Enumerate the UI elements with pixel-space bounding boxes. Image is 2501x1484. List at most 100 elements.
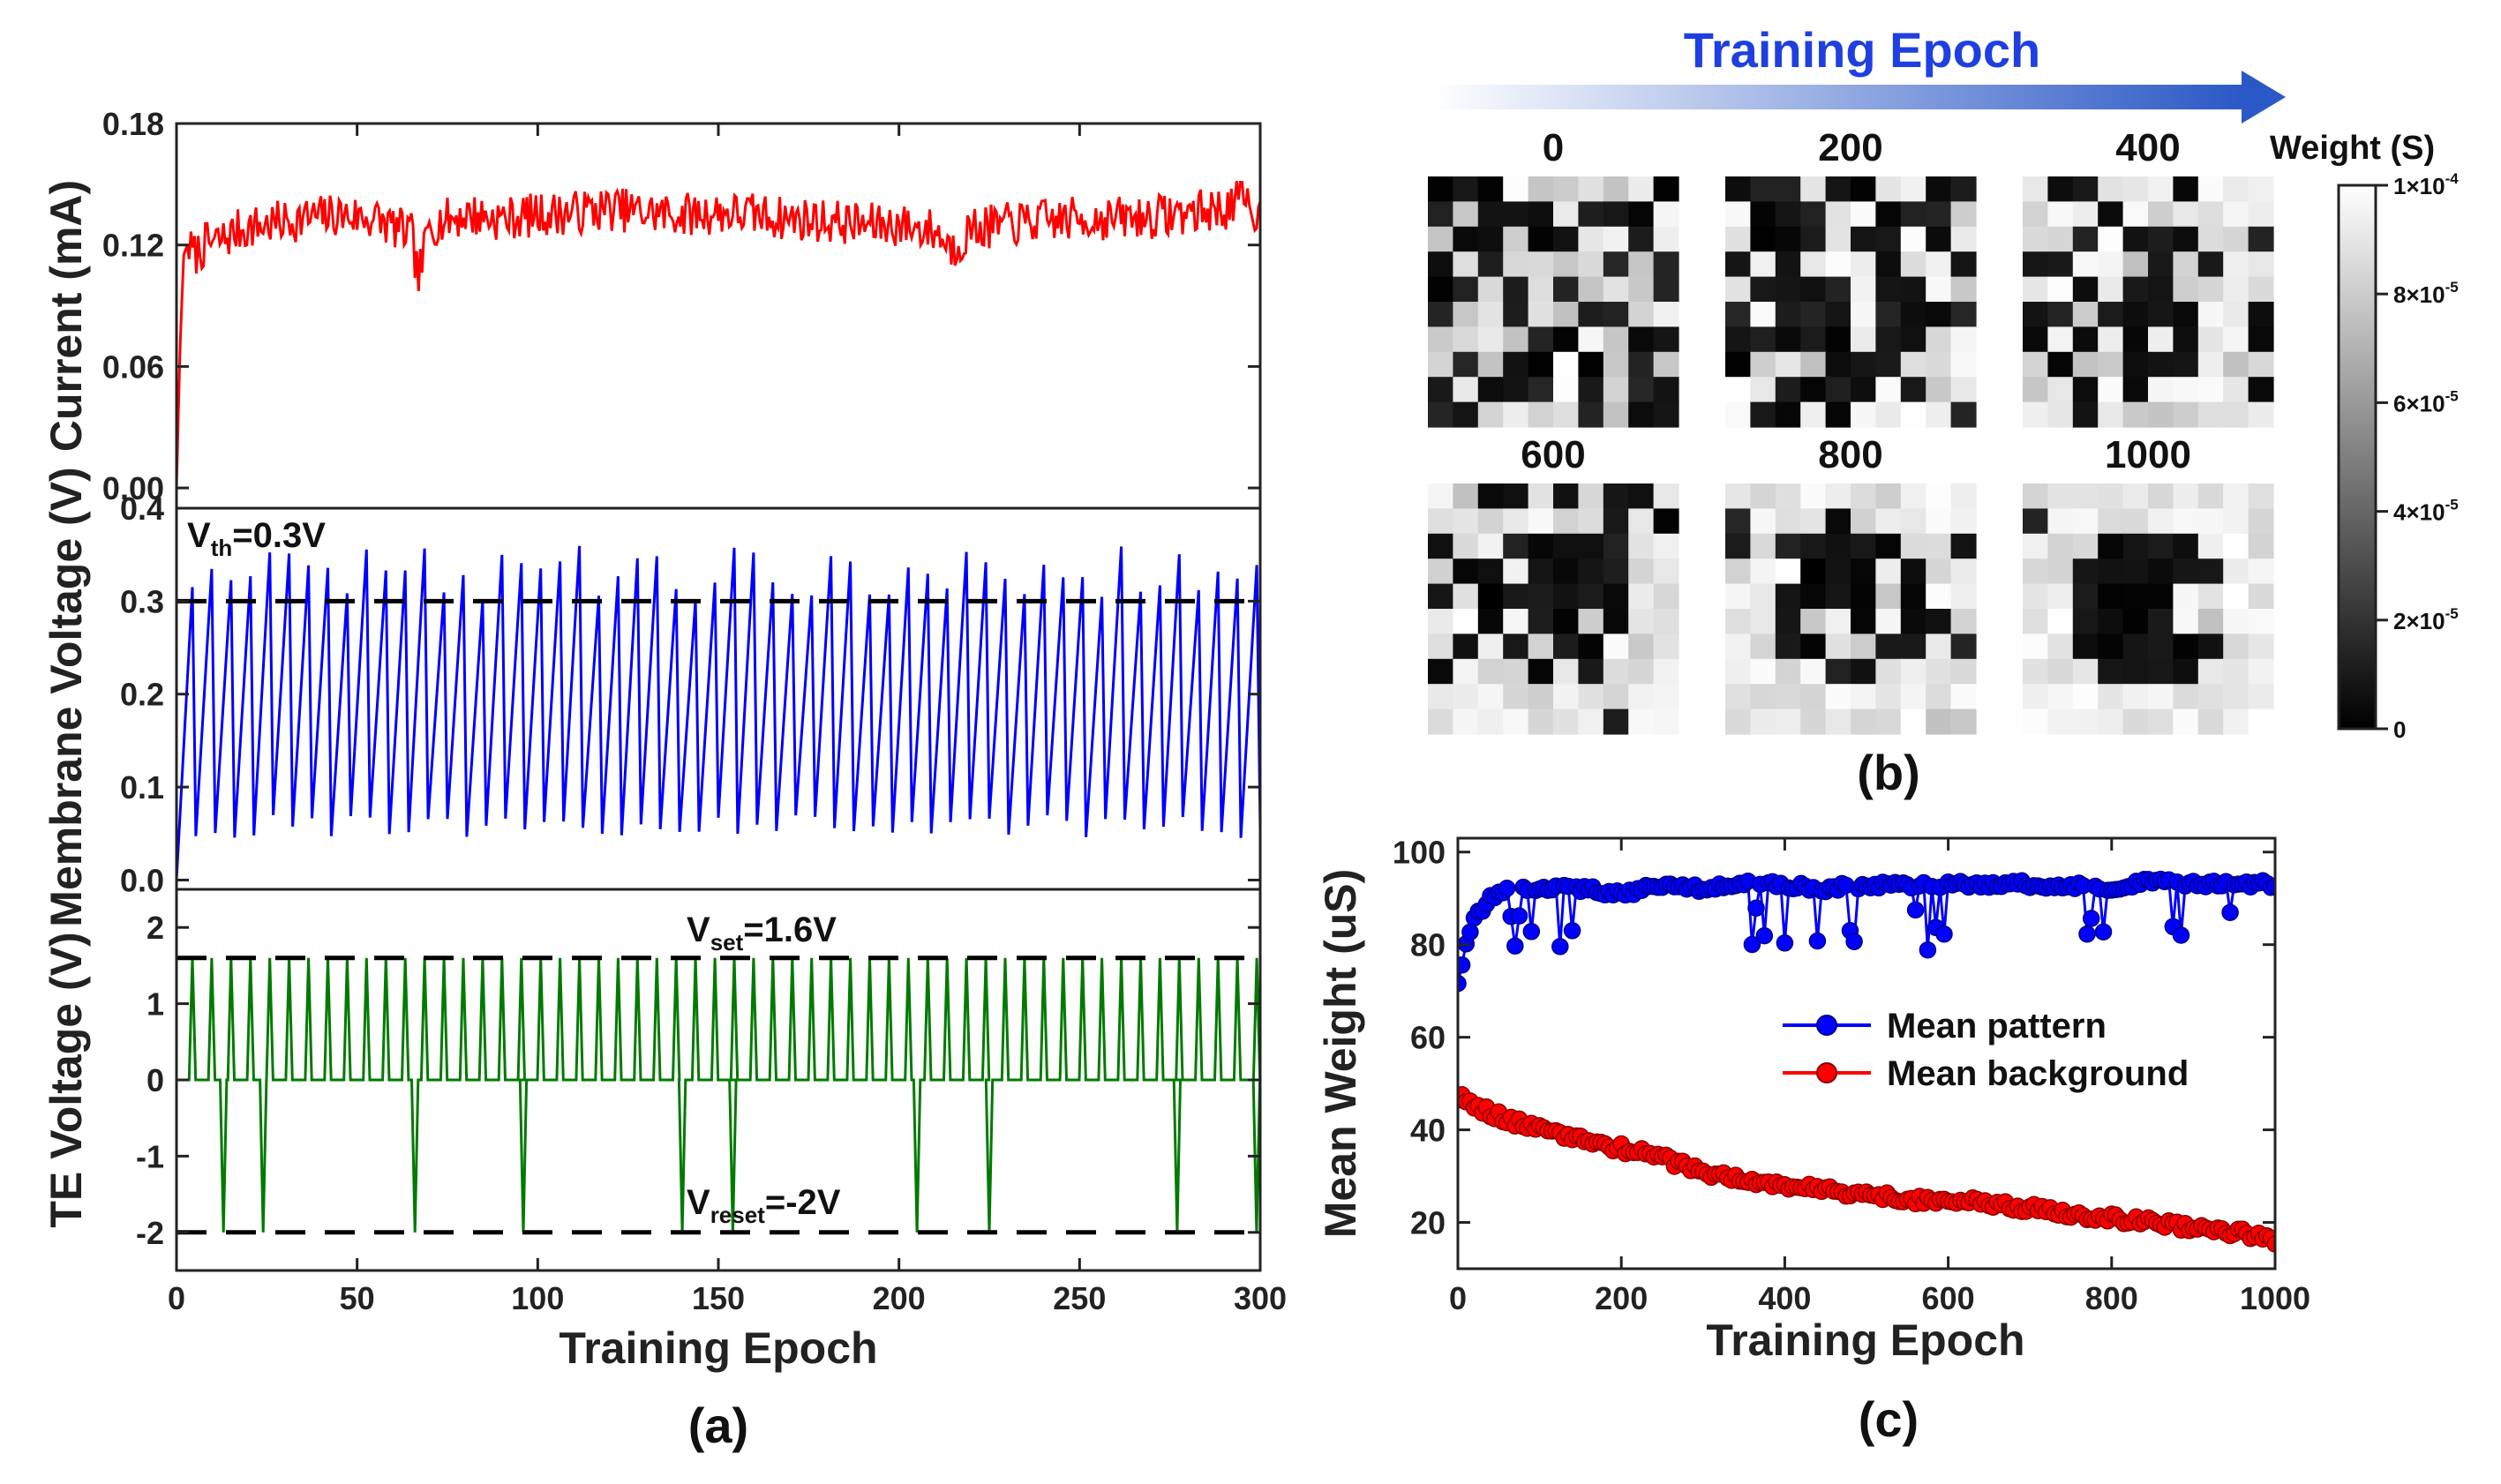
heatmap-cell xyxy=(2098,276,2124,303)
heatmap-cell xyxy=(2098,583,2124,610)
heatmap-title: 200 xyxy=(1818,126,1882,169)
x-tick-label: 600 xyxy=(1922,1280,1975,1316)
heatmap-cell xyxy=(2072,302,2099,327)
heatmap-cell xyxy=(1800,483,1827,509)
heatmap-cell xyxy=(1950,583,1977,610)
heatmap-cell xyxy=(2098,302,2124,327)
heatmap-cell xyxy=(2248,483,2274,509)
heatmap-cell xyxy=(1477,176,1504,202)
data-point xyxy=(1458,974,1467,993)
heatmap-cell xyxy=(1725,633,1751,660)
heatmap-cell xyxy=(2122,533,2149,559)
heatmap-cell xyxy=(1653,533,1679,559)
heatmap-cell xyxy=(2072,326,2099,353)
heatmap-cell xyxy=(1926,176,1952,202)
heatmap-cell xyxy=(1428,558,1453,585)
heatmap-cell xyxy=(1578,226,1604,252)
heatmap-cell xyxy=(1503,684,1529,710)
heatmap-cell xyxy=(1775,326,1801,353)
heatmap-cell xyxy=(1553,483,1579,509)
heatmap-cell xyxy=(1750,201,1776,228)
heatmap-cell xyxy=(2072,251,2099,278)
heatmap-cell xyxy=(1825,226,1851,252)
heatmap-cell xyxy=(2148,533,2174,559)
training-epoch-arrow-shaft xyxy=(1431,85,2243,109)
panel-c-xlabel: Training Epoch xyxy=(1706,1315,2024,1365)
heatmap-cell xyxy=(1603,201,1629,228)
heatmap-cell xyxy=(1800,633,1827,660)
heatmap-cell xyxy=(1477,609,1504,634)
heatmap-cell xyxy=(2122,558,2149,585)
heatmap-cell xyxy=(1503,176,1529,202)
heatmap-cell xyxy=(1875,508,1902,535)
heatmap-cell xyxy=(2098,377,2124,403)
heatmap-title: 600 xyxy=(1521,433,1585,476)
heatmap-cell xyxy=(1750,609,1776,634)
heatmap-cell xyxy=(1428,658,1453,685)
heatmap-cell xyxy=(1875,176,1902,202)
heatmap-cell xyxy=(1725,684,1751,710)
heatmap-cell xyxy=(2223,583,2249,610)
heatmap-cell xyxy=(2223,633,2249,660)
heatmap-cell xyxy=(1453,276,1479,303)
heatmap-cell xyxy=(1453,609,1479,634)
heatmap-cell xyxy=(2173,377,2199,403)
heatmap-cell xyxy=(1578,533,1604,559)
y-tick-label: 2 xyxy=(146,910,164,946)
heatmap-cell xyxy=(1553,658,1579,685)
data-point xyxy=(1461,923,1479,941)
heatmap-title: 1000 xyxy=(2105,433,2191,476)
heatmap-cell xyxy=(2148,558,2174,585)
heatmap-cell xyxy=(1603,483,1629,509)
heatmap-epoch-0: 0 xyxy=(1428,126,1679,428)
heatmap-cell xyxy=(2023,176,2048,202)
panel-c-label: (c) xyxy=(1859,1391,1919,1447)
x-tick-label: 200 xyxy=(873,1280,926,1316)
heatmap-cell xyxy=(1750,483,1776,509)
heatmap-cell xyxy=(1453,326,1479,353)
heatmap-cell xyxy=(2223,351,2249,378)
series-mean-background xyxy=(1458,1086,2275,1253)
heatmap-cell xyxy=(1477,201,1504,228)
heatmap-cell xyxy=(1750,558,1776,585)
heatmap-cell xyxy=(1950,377,1977,403)
y-tick-label: 0.4 xyxy=(120,491,164,527)
heatmap-cell xyxy=(1603,251,1629,278)
heatmap-cell xyxy=(2148,176,2174,202)
heatmap-cell xyxy=(1825,483,1851,509)
heatmap-cell xyxy=(1725,658,1751,685)
heatmap-cell xyxy=(2047,351,2074,378)
heatmap-cell xyxy=(2197,483,2224,509)
heatmap-cell xyxy=(2223,201,2249,228)
heatmap-cell xyxy=(1578,351,1604,378)
heatmap-cell xyxy=(2072,276,2099,303)
current-line-group xyxy=(176,181,1260,489)
heatmap-cell xyxy=(2023,251,2048,278)
heatmap-cell xyxy=(1603,609,1629,634)
heatmap-cell xyxy=(1603,583,1629,610)
heatmap-cell xyxy=(2047,708,2074,735)
heatmap-cell xyxy=(1653,401,1679,428)
heatmap-cell xyxy=(2173,226,2199,252)
heatmap-cell xyxy=(1851,377,1876,403)
heatmap-cell xyxy=(2047,176,2074,202)
heatmap-cell xyxy=(1553,201,1579,228)
x-tick-label: 300 xyxy=(1234,1280,1287,1316)
heatmap-cell xyxy=(1603,708,1629,735)
heatmap-cell xyxy=(2248,658,2274,685)
heatmap-cell xyxy=(2023,401,2048,428)
heatmap-cell xyxy=(1453,508,1479,535)
heatmap-cell xyxy=(2098,633,2124,660)
heatmap-cell xyxy=(2248,633,2274,660)
heatmap-cell xyxy=(1453,176,1479,202)
heatmap-cell xyxy=(1900,377,1926,403)
heatmap-cell xyxy=(1950,251,1977,278)
heatmap-cell xyxy=(1528,401,1554,428)
y-tick-label: 80 xyxy=(1410,927,1446,963)
heatmap-cell xyxy=(1603,533,1629,559)
heatmap-cell xyxy=(1453,708,1479,735)
heatmap-cell xyxy=(1851,302,1876,327)
heatmap-cell xyxy=(1900,176,1926,202)
membrane-line-group xyxy=(176,545,1260,881)
heatmap-cell xyxy=(1926,658,1952,685)
